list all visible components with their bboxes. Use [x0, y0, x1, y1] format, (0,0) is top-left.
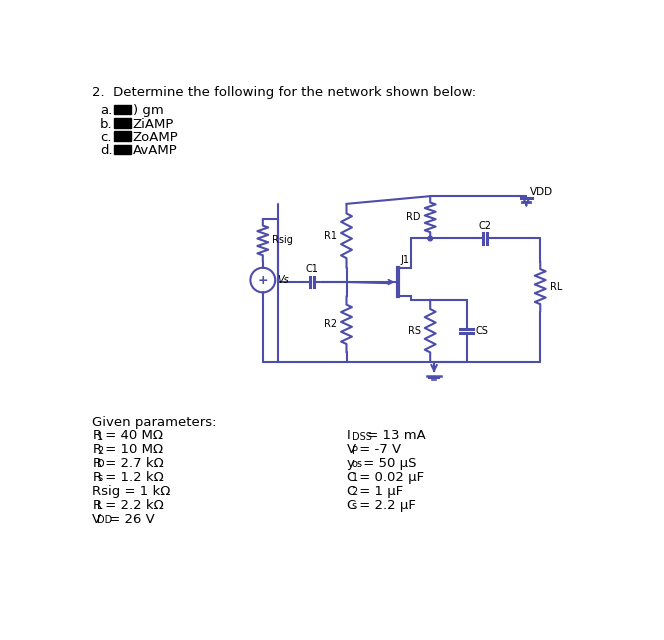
Circle shape: [428, 236, 432, 241]
Text: R2: R2: [324, 319, 337, 330]
Text: C: C: [347, 499, 356, 512]
Text: Rsig = 1 kΩ: Rsig = 1 kΩ: [92, 485, 171, 498]
Text: = 50 μS: = 50 μS: [359, 457, 417, 470]
Text: = 1 μF: = 1 μF: [355, 485, 404, 498]
Text: J1: J1: [400, 255, 409, 265]
Text: C2: C2: [479, 221, 492, 231]
Text: L: L: [98, 501, 103, 511]
Text: Given parameters:: Given parameters:: [92, 415, 217, 429]
Bar: [114, 145, 131, 154]
Text: b.: b.: [100, 118, 113, 131]
Text: Rsig: Rsig: [272, 236, 293, 245]
Text: RL: RL: [550, 282, 562, 292]
Text: ) gm: ) gm: [133, 104, 163, 116]
Text: R: R: [92, 499, 102, 512]
Text: = 40 MΩ: = 40 MΩ: [101, 429, 163, 442]
Text: CS: CS: [475, 326, 488, 336]
Text: R: R: [92, 444, 102, 456]
Text: RD: RD: [406, 212, 421, 222]
Text: s: s: [351, 501, 357, 511]
Bar: [114, 118, 131, 127]
Text: C1: C1: [306, 264, 319, 275]
Text: VDD: VDD: [530, 187, 553, 197]
Text: I: I: [347, 429, 350, 442]
Text: c.: c.: [100, 131, 112, 144]
Bar: [114, 131, 131, 141]
Text: R: R: [92, 457, 102, 470]
Text: DD: DD: [98, 515, 113, 525]
Text: os: os: [351, 460, 363, 470]
Text: C: C: [347, 471, 356, 484]
Text: = 2.2 kΩ: = 2.2 kΩ: [101, 499, 164, 512]
Text: d.: d.: [100, 144, 113, 157]
Text: R: R: [92, 429, 102, 442]
Text: D: D: [98, 460, 105, 470]
Text: Vs: Vs: [277, 275, 288, 285]
Text: V: V: [92, 513, 102, 525]
Text: RS: RS: [408, 326, 421, 336]
Text: 1: 1: [98, 432, 104, 442]
Text: s: s: [98, 474, 102, 483]
Text: DSS: DSS: [351, 432, 371, 442]
Text: 1: 1: [351, 474, 358, 483]
Text: R: R: [92, 471, 102, 484]
Text: ZiAMP: ZiAMP: [133, 118, 174, 131]
Text: P: P: [351, 445, 357, 456]
Text: V: V: [347, 444, 356, 456]
Text: = 13 mA: = 13 mA: [363, 429, 426, 442]
Text: +: +: [258, 273, 268, 287]
Bar: [114, 104, 131, 114]
Text: = 1.2 kΩ: = 1.2 kΩ: [101, 471, 164, 484]
Text: = 2.2 μF: = 2.2 μF: [355, 499, 416, 512]
Text: y: y: [347, 457, 355, 470]
Text: = -7 V: = -7 V: [355, 444, 402, 456]
Text: = 2.7 kΩ: = 2.7 kΩ: [101, 457, 164, 470]
Text: = 10 MΩ: = 10 MΩ: [101, 444, 163, 456]
Text: = 26 V: = 26 V: [105, 513, 155, 525]
Text: 2: 2: [351, 487, 358, 497]
Text: a.: a.: [100, 104, 112, 116]
Text: C: C: [347, 485, 356, 498]
Text: 2.  Determine the following for the network shown below:: 2. Determine the following for the netwo…: [92, 86, 477, 99]
Text: R1: R1: [324, 231, 337, 241]
Text: 2: 2: [98, 445, 104, 456]
Text: AvAMP: AvAMP: [133, 144, 177, 157]
Text: = 0.02 μF: = 0.02 μF: [355, 471, 424, 484]
Text: ZoAMP: ZoAMP: [133, 131, 179, 144]
